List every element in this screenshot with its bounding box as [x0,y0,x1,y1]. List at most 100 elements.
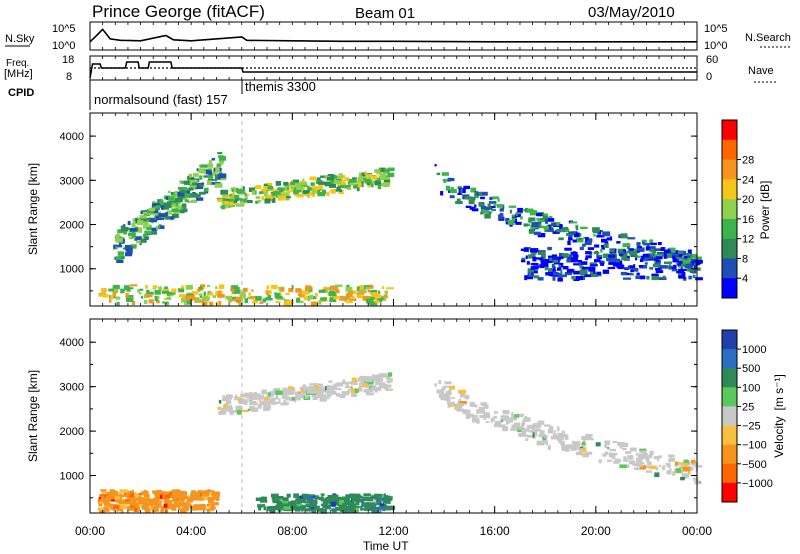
power-cell [193,173,199,177]
power-cell [246,193,250,196]
power-cell [469,206,475,210]
power-cell [464,196,469,200]
power-cell [567,257,575,260]
power-cell [508,205,517,208]
power-cell [478,202,484,207]
velocity-cell [542,436,547,442]
velocity-cell [655,466,659,471]
power-cell [379,297,383,303]
velocity-cell [332,499,339,502]
power-cell [192,297,200,300]
power-cell [174,202,179,208]
freq-tick-top: 18 [62,54,74,66]
velocity-cell [331,389,335,392]
velocity-cell [281,500,289,506]
velocity-cell [350,503,358,506]
power-cell [204,171,207,175]
velocity-cell [334,496,342,502]
power-cell [231,195,236,199]
velocity-cell [175,502,182,506]
power-cell [578,261,583,266]
power-cell [651,275,660,281]
velocity-cell [260,496,268,500]
velocity-cell [662,465,666,471]
power-cell [336,176,344,179]
power-cell [655,256,663,260]
velocity-cell [459,401,467,404]
power-cell [237,286,240,291]
power-cell [581,267,586,272]
velocity-cell [387,372,393,377]
power-cell [135,217,142,221]
power-cell [247,296,253,300]
power-cell [660,247,665,251]
velocity-cell [545,440,548,446]
velocity-cell [140,491,149,496]
power-cell [569,221,578,224]
power-cell [199,293,203,296]
power-colorbar-swatch [722,218,737,240]
power-cell [576,237,584,243]
velocity-cell [479,406,487,409]
velocity-cell [491,419,495,422]
power-cell [318,300,322,305]
velocity-cell [645,457,650,462]
velocity-cell [288,391,294,395]
velocity-colorbar-name: Velocity [772,416,786,457]
power-cell [671,269,678,272]
velocity-cell [581,436,587,441]
power-cell [273,191,281,195]
power-cell [509,224,513,227]
velocity-cell [305,503,311,508]
power-cell [683,252,690,256]
velocity-cell [354,495,359,500]
power-cell [635,256,638,261]
velocity-cell [385,496,393,500]
power-cell [196,197,204,201]
power-cell [264,198,271,204]
velocity-cell [547,445,551,451]
velocity-cell [517,428,525,432]
velocity-cell [386,374,391,380]
power-cell [146,293,152,298]
power-cell [593,251,600,254]
power-cell [537,233,546,238]
power-cell [330,189,336,194]
power-cell [282,195,287,200]
power-cell [688,268,694,272]
power-cell [139,215,147,219]
power-cell [672,267,674,270]
power-cell [128,236,134,240]
velocity-cell [520,434,525,437]
power-cell [561,227,566,233]
velocity-cell [115,499,122,503]
power-cell [365,286,370,290]
velocity-cell [364,376,368,382]
power-cell [450,187,454,190]
power-cell [286,187,289,191]
power-cell [352,290,357,295]
velocity-cell [190,492,194,497]
velocity-cell [319,397,324,401]
power-cell [207,163,214,168]
velocity-colorbar-tick: −25 [742,421,761,433]
velocity-cell [457,402,463,408]
velocity-cell [509,418,513,423]
x-tick-label: 00:00 [682,524,712,538]
velocity-cell [514,414,520,418]
power-cell [561,274,567,278]
power-cell [520,216,523,220]
velocity-cell [544,424,551,427]
power-cell [618,234,623,239]
velocity-cell [351,393,358,397]
velocity-cell [206,508,210,514]
velocity-cell [165,507,169,513]
power-cell [570,257,579,262]
power-cell [279,294,283,297]
velocity-cell [309,383,317,386]
velocity-cell [669,457,676,462]
velocity-cell [366,392,374,396]
power-cell [690,253,698,259]
velocity-cell [344,386,352,389]
power-cell [179,189,182,194]
